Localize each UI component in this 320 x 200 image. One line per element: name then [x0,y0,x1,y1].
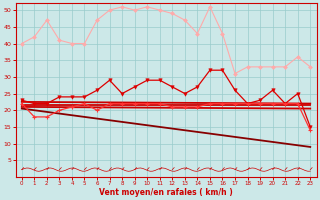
X-axis label: Vent moyen/en rafales ( km/h ): Vent moyen/en rafales ( km/h ) [99,188,233,197]
